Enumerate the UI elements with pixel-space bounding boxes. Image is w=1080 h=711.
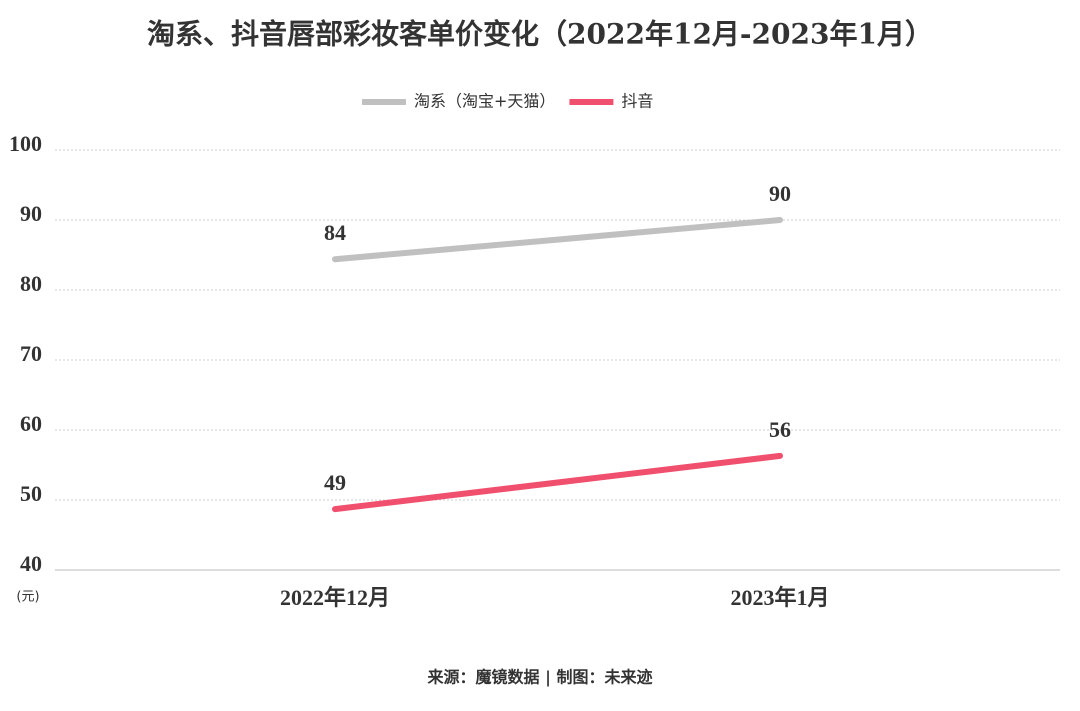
y-tick-label: 80 [20,271,42,296]
legend-label: 淘系（淘宝+天猫） [414,92,555,111]
data-label: 90 [769,181,791,206]
y-tick-label: 40 [20,551,42,576]
chart-title: 淘系、抖音唇部彩妆客单价变化（2022年12月-2023年1月） [147,18,933,51]
data-label: 56 [769,417,791,442]
x-tick-label: 2022年12月 [280,585,390,610]
series-line [332,452,783,513]
data-label: 49 [324,470,346,495]
y-tick-label: 90 [20,201,42,226]
y-unit: (元) [16,590,39,605]
y-tick-label: 100 [9,131,42,156]
data-label: 84 [324,220,346,245]
y-tick-label: 70 [20,341,42,366]
y-tick-label: 60 [20,411,42,436]
y-tick-label: 50 [20,481,42,506]
x-tick-label: 2023年1月 [730,585,829,610]
legend-label: 抖音 [621,92,653,111]
series-line [332,217,783,263]
source: 来源：魔镜数据 | 制图：未来迹 [427,668,653,687]
